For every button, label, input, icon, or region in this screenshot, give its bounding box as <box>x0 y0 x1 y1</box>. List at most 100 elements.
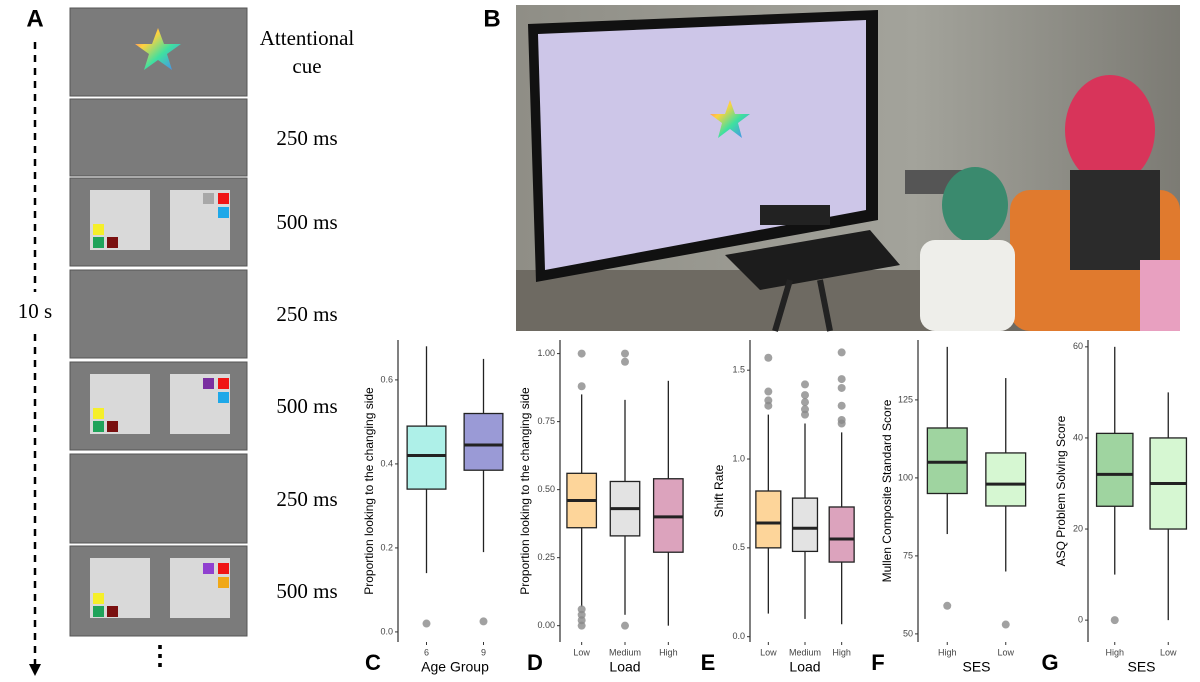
box <box>1095 432 1134 507</box>
photo-tracker <box>760 205 830 225</box>
step-label: 500 ms <box>276 579 338 603</box>
outlier <box>577 621 586 630</box>
stimulus-square <box>93 421 104 432</box>
y-tick-label: 0.5 <box>732 542 745 552</box>
y-tick-label: 1.5 <box>732 365 745 375</box>
stimulus-square <box>218 378 229 389</box>
x-tick-label: Low <box>1160 647 1177 657</box>
trial-frames <box>69 7 248 637</box>
y-tick-label: 0.4 <box>380 458 393 468</box>
box <box>985 452 1027 507</box>
box <box>463 412 504 471</box>
x-axis-label: Age Group <box>421 659 489 675</box>
y-axis-label: Shift Rate <box>712 464 726 517</box>
y-tick-label: 0.25 <box>537 552 555 562</box>
y-tick-label: 50 <box>903 628 913 638</box>
y-tick-label: 0.75 <box>537 416 555 426</box>
stimulus-square <box>218 392 229 403</box>
y-tick-label: 0.2 <box>380 542 393 552</box>
photo-stand-leg <box>817 279 833 332</box>
y-axis-label: ASQ Problem Solving Score <box>1054 415 1068 566</box>
stimulus-square <box>107 237 118 248</box>
panel-letter: G <box>1041 650 1058 675</box>
x-tick-label: 6 <box>424 647 429 657</box>
step-label: 500 ms <box>276 394 338 418</box>
outlier <box>1110 616 1119 625</box>
outlier <box>621 349 629 358</box>
outlier <box>621 357 629 366</box>
x-tick-label: High <box>659 647 678 657</box>
panel-letter: C <box>365 650 381 675</box>
box <box>791 497 819 553</box>
stimulus-square <box>107 606 118 617</box>
box-plots: 0.0 0.2 0.4 0.6 Proportion looking to the ch… <box>362 340 1188 675</box>
outlier <box>943 601 952 610</box>
photo-mother-scarf <box>1065 75 1155 185</box>
outlier <box>801 398 809 407</box>
x-tick-label: High <box>832 647 851 657</box>
step-label: Attentional cue <box>259 26 355 78</box>
stimulus-square <box>203 193 214 204</box>
x-axis-label: SES <box>962 659 990 675</box>
x-tick-label: Medium <box>789 647 821 657</box>
y-tick-label: 0.0 <box>732 631 745 641</box>
panel-letter: F <box>871 650 884 675</box>
y-tick-label: 0.00 <box>537 620 555 630</box>
stimulus-square <box>93 237 104 248</box>
outlier <box>621 621 629 630</box>
outlier <box>801 391 809 400</box>
x-axis-label: Load <box>609 659 640 675</box>
photo <box>516 5 1180 332</box>
photo-clothing <box>1140 260 1180 331</box>
photo-stand <box>725 230 900 290</box>
x-axis-label: Load <box>789 659 820 675</box>
stimulus-square <box>218 193 229 204</box>
outlier <box>837 415 846 424</box>
step-label: 250 ms <box>276 486 338 511</box>
outlier <box>764 396 773 405</box>
timeline-arrow <box>29 664 41 676</box>
photo-stand-leg <box>772 279 793 332</box>
y-axis-label: Proportion looking to the changing side <box>518 387 532 595</box>
ellipsis: ⋮ <box>147 640 173 670</box>
y-tick-label: 60 <box>1073 341 1083 351</box>
y-tick-label: 0 <box>1078 615 1083 625</box>
frame <box>69 453 248 544</box>
frame <box>69 98 248 177</box>
stimulus-square <box>93 593 104 604</box>
y-tick-label: 0.50 <box>537 484 555 494</box>
outlier <box>1001 620 1010 629</box>
stimulus-square <box>203 563 214 574</box>
step-label: 500 ms <box>276 210 338 234</box>
box <box>828 506 855 563</box>
x-tick-label: Low <box>760 647 777 657</box>
stimulus-square <box>203 378 214 389</box>
star-cue <box>135 28 181 70</box>
stimulus-square <box>218 563 229 574</box>
x-tick-label: 9 <box>481 647 486 657</box>
outlier <box>764 387 773 396</box>
outlier <box>577 382 586 391</box>
y-axis-label: Mullen Composite Standard Score <box>880 399 894 582</box>
step-label: 250 ms <box>276 302 338 326</box>
outlier <box>422 619 431 628</box>
box <box>755 490 782 549</box>
step-label: 250 ms <box>276 125 338 150</box>
duration-label: 10 s <box>18 299 52 323</box>
photo-child <box>920 240 1015 331</box>
x-axis-label: SES <box>1127 659 1155 675</box>
outlier <box>837 348 846 357</box>
panel-letter: B <box>483 5 500 32</box>
frame <box>69 7 248 97</box>
y-tick-label: 0.0 <box>380 626 393 636</box>
outlier <box>801 380 809 389</box>
y-tick-label: 75 <box>903 550 913 560</box>
outlier <box>764 353 773 362</box>
outlier <box>577 349 586 358</box>
outlier <box>479 617 488 626</box>
photo-star <box>710 100 750 138</box>
panel-letter: E <box>701 650 716 675</box>
x-tick-label: Medium <box>609 647 641 657</box>
